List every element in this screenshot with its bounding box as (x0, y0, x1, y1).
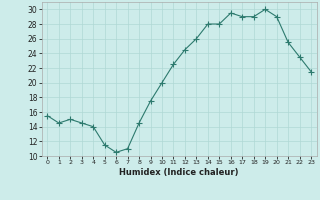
X-axis label: Humidex (Indice chaleur): Humidex (Indice chaleur) (119, 168, 239, 177)
